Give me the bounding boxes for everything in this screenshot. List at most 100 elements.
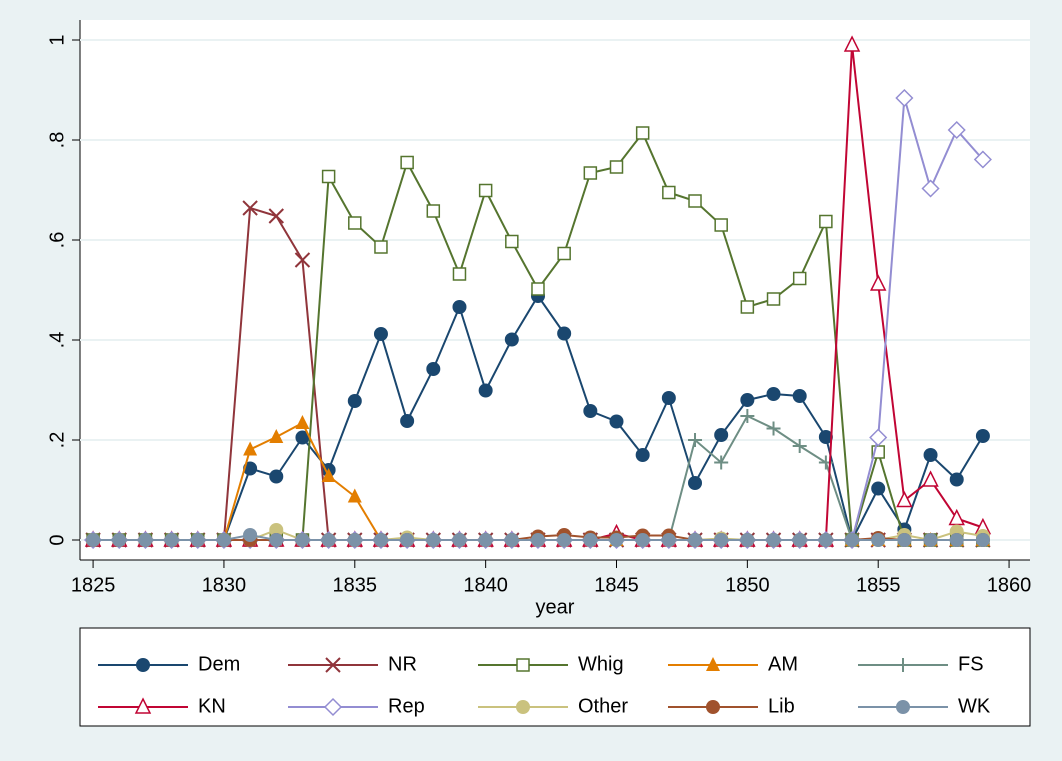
legend-label: KN [198,695,226,717]
marker [138,533,153,547]
marker [583,166,598,180]
marker [897,533,912,547]
marker [242,200,258,216]
marker [973,150,992,169]
marker [635,448,650,462]
legend-label: FS [958,653,984,675]
legend-label: Rep [388,695,425,717]
marker [688,476,703,490]
marker [688,194,702,208]
x-tick-label: 1825 [71,574,116,596]
marker [688,533,703,547]
marker [869,428,888,447]
marker [843,35,861,52]
legend-marker [896,700,910,714]
marker [295,430,310,445]
marker [948,508,965,526]
marker [426,204,441,218]
marker [112,533,127,547]
marker [426,362,441,376]
marker [426,533,441,547]
marker [975,533,990,547]
marker [792,271,807,286]
legend-label: Other [578,695,628,717]
marker [531,282,545,296]
marker [478,183,493,198]
x-tick-label: 1840 [463,574,508,596]
marker [347,488,362,503]
marker [243,528,258,542]
marker [766,387,781,401]
x-tick-label: 1855 [856,574,901,596]
marker [766,292,781,306]
marker [348,216,362,230]
marker [661,391,676,405]
x-tick-label: 1835 [333,574,378,596]
x-tick-label: 1860 [987,574,1032,596]
marker [295,415,310,429]
marker [845,533,860,547]
marker [295,533,310,547]
marker [688,433,703,447]
marker [714,533,729,547]
marker [452,533,467,547]
marker [505,234,519,249]
legend-marker [325,657,341,673]
x-tick-label: 1830 [202,574,247,596]
marker [895,88,914,108]
marker [478,533,493,547]
legend-marker [896,658,910,672]
marker [347,394,362,408]
marker [714,428,729,442]
marker [869,274,887,291]
y-tick-label: .8 [46,132,68,149]
marker [766,421,781,436]
legend-marker [706,657,720,671]
marker [792,439,807,453]
marker [269,469,284,484]
legend-label: Lib [768,695,795,717]
marker [400,533,415,547]
legend-label: Dem [198,653,240,675]
marker [452,300,467,314]
marker [896,490,913,508]
marker [975,429,990,443]
marker [530,533,545,547]
marker [792,533,807,547]
marker [609,414,624,429]
marker [819,214,833,229]
marker [635,126,650,140]
marker [740,393,755,407]
marker [294,252,311,268]
marker [583,404,598,418]
y-tick-label: .4 [46,332,68,349]
marker [949,533,964,547]
marker [452,267,467,281]
marker [871,533,886,547]
marker [609,533,624,547]
marker [243,441,258,456]
marker [268,208,284,224]
marker [269,533,284,547]
marker [164,533,179,547]
marker [818,430,833,444]
marker [766,533,781,547]
marker [373,533,388,547]
marker [740,300,755,314]
legend [79,627,1031,727]
marker [714,455,729,470]
marker [871,481,886,496]
legend-marker [706,700,720,714]
marker [374,240,388,254]
x-tick-label: 1850 [725,574,770,596]
x-tick-label: 1845 [594,574,639,596]
marker [635,533,650,547]
marker [922,470,939,487]
x-axis-label: year [536,596,575,618]
marker [740,409,755,423]
legend-marker [323,697,343,717]
marker [373,327,388,341]
legend-label: WK [958,695,991,717]
marker [949,472,964,487]
